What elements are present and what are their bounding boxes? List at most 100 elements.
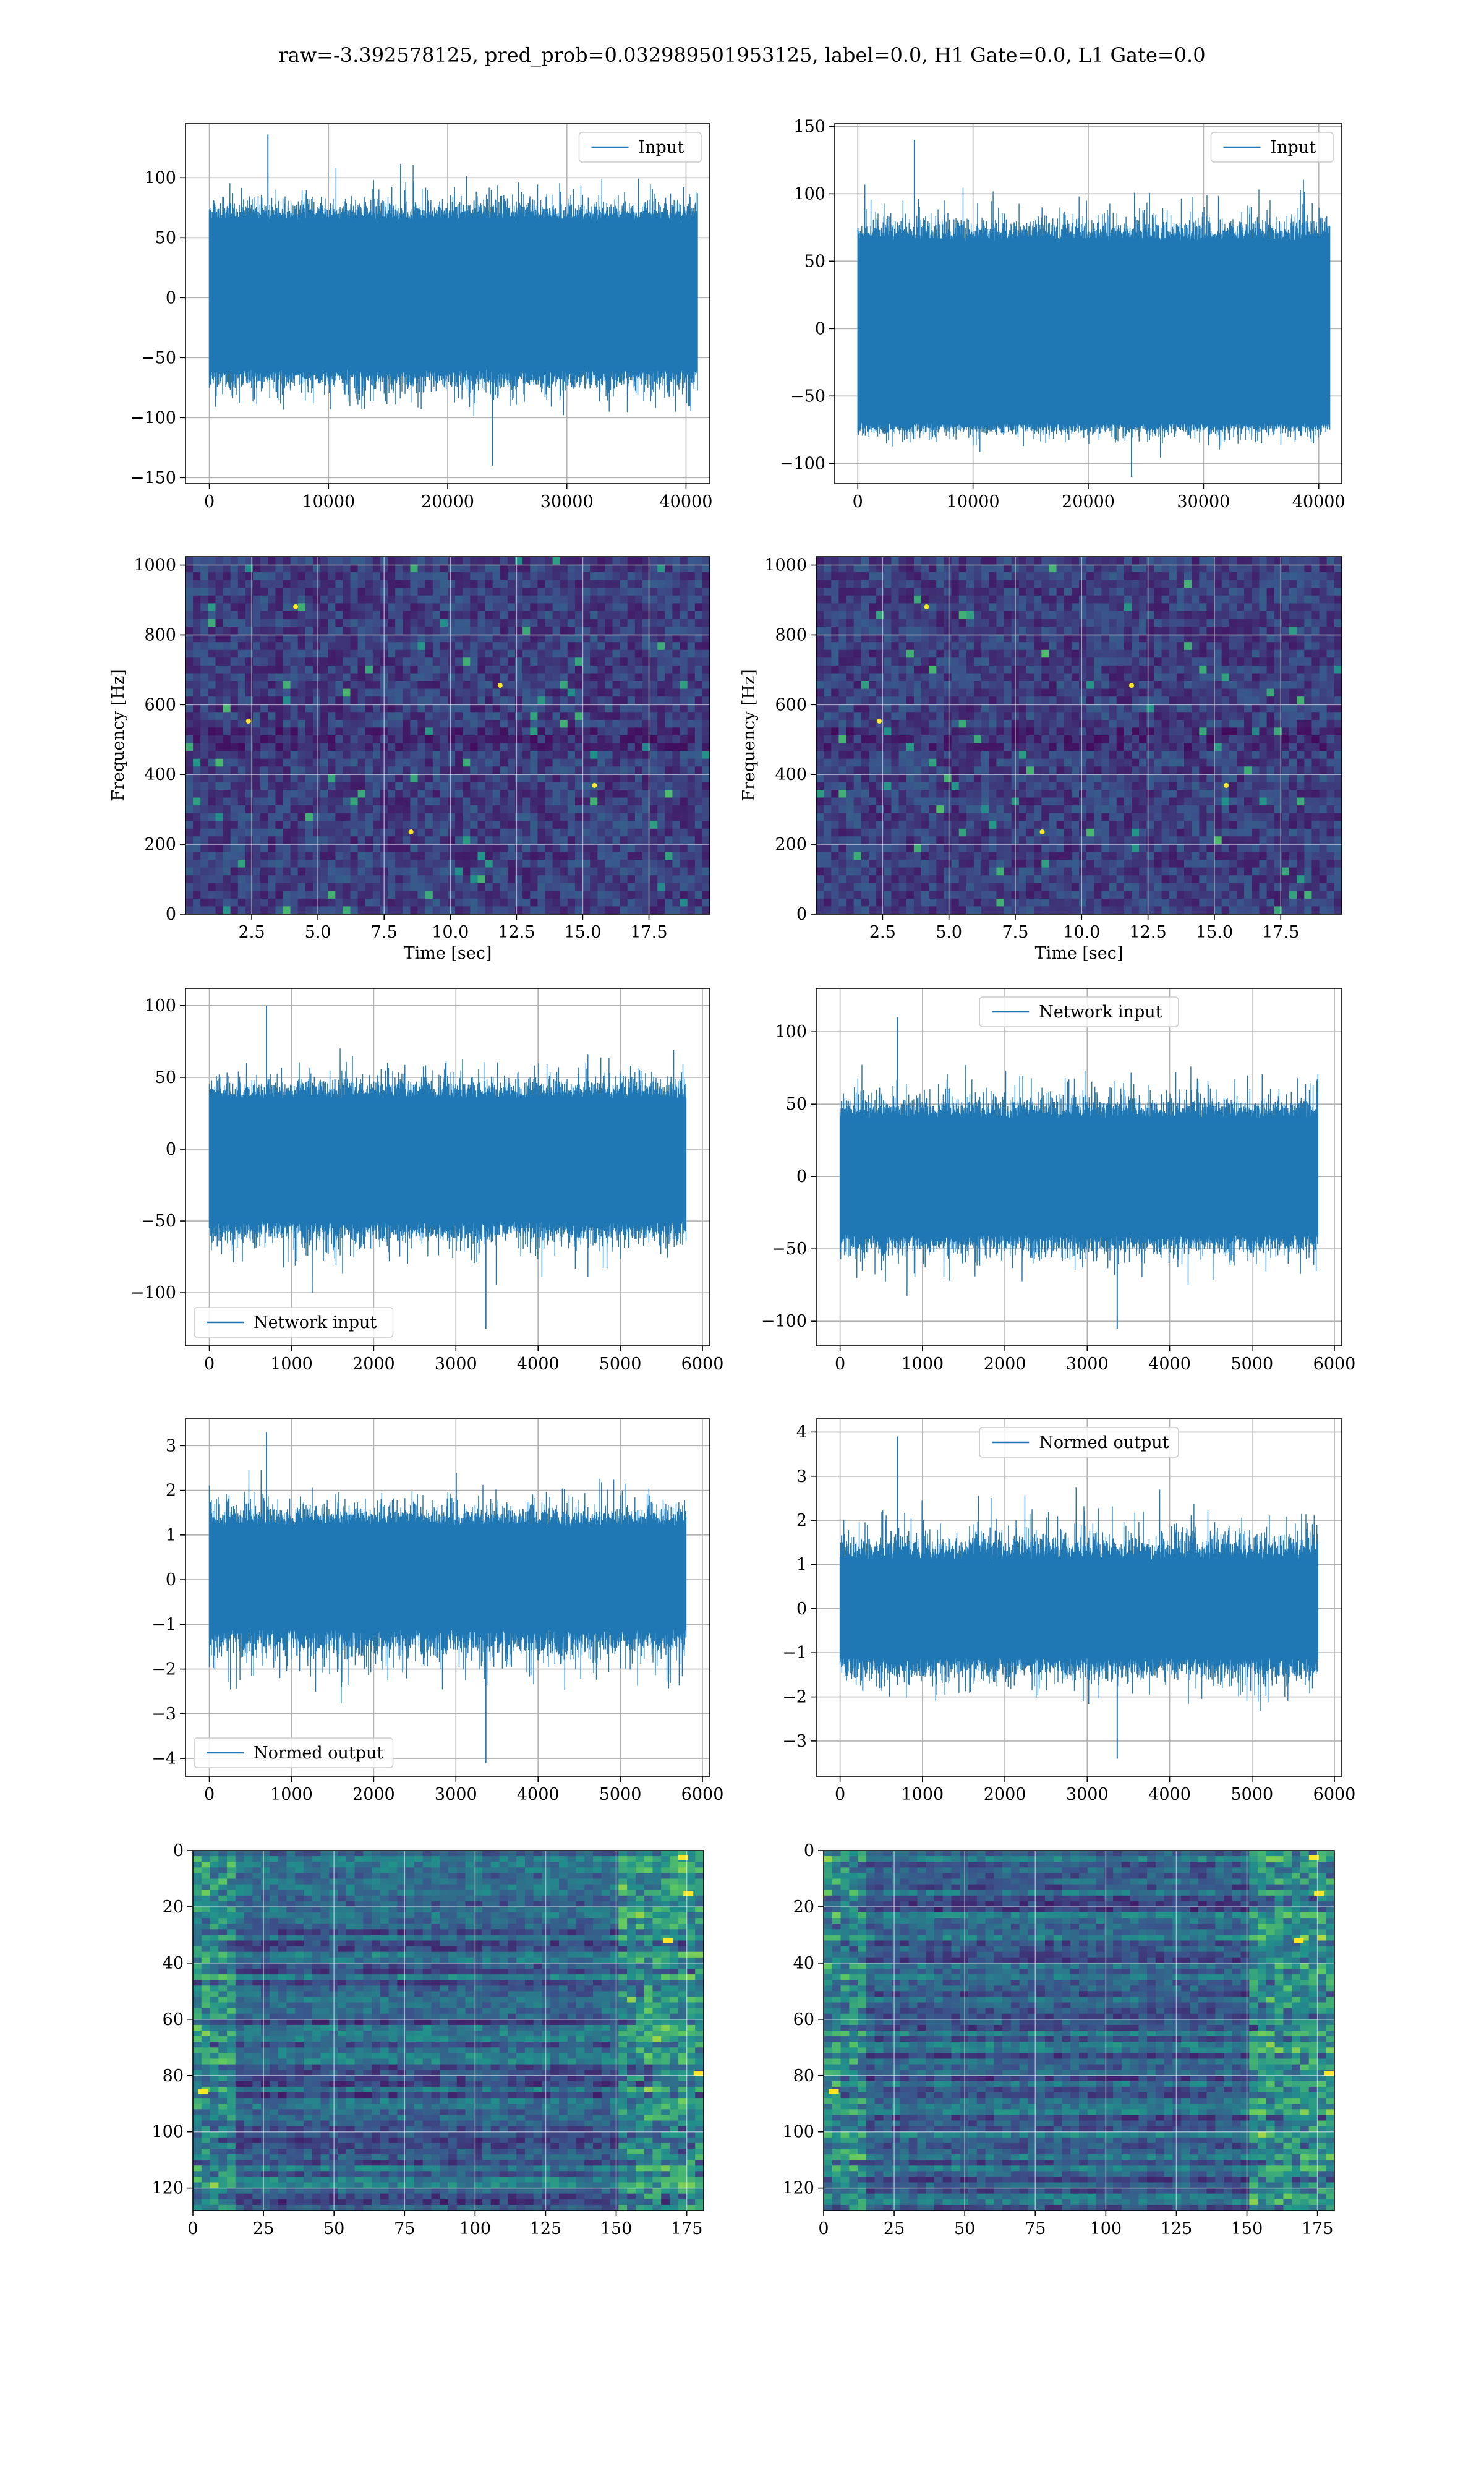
x-tick-label: 175: [671, 2219, 703, 2238]
y-tick-label: 20: [163, 1898, 184, 1917]
h1-feature-map-axes-frame: [192, 1850, 704, 2211]
x-tick-label: 15.0: [1196, 923, 1233, 942]
l1-input-series-band: [858, 241, 1330, 423]
y-tick-label: 400: [775, 765, 807, 784]
bright-pixel: [408, 829, 414, 835]
x-tick-label: 2000: [352, 1785, 395, 1804]
h1-network-input-axes-frame: [185, 988, 710, 1346]
x-tick-label: 0: [835, 1785, 845, 1804]
bright-pixel: [1314, 1891, 1324, 1896]
l1-input-legend: Input: [1210, 132, 1334, 163]
y-tick-label: −100: [130, 408, 176, 427]
y-tick-label: −3: [782, 1732, 807, 1751]
y-tick-label: 0: [166, 288, 176, 307]
y-tick-label: −50: [141, 1212, 176, 1231]
l1-feature-map-cells: [824, 1851, 1334, 2211]
y-tick-label: 600: [775, 695, 807, 714]
x-tick-label: 30000: [540, 492, 594, 511]
y-tick-label: 0: [166, 1570, 176, 1590]
x-tick-label: 3000: [1066, 1785, 1109, 1804]
legend-label: Normed output: [254, 1744, 383, 1763]
x-tick-label: 10.0: [1063, 923, 1100, 942]
h1-spectrogram-axes-frame: [185, 556, 710, 915]
x-tick-label: 0: [187, 2219, 198, 2238]
x-tick-label: 20000: [421, 492, 474, 511]
y-tick-label: 0: [166, 905, 176, 924]
y-tick-label: −1: [151, 1615, 176, 1634]
l1-normed-output-axes-frame: [816, 1418, 1342, 1777]
x-tick-label: 5.0: [936, 923, 962, 942]
bright-pixel: [877, 718, 882, 724]
x-tick-label: 5.0: [305, 923, 331, 942]
x-tick-label: 25: [253, 2219, 274, 2238]
h1-input-panel: 0 10000 20000 30000 40000 −150 −100 −50 0 50 100 In…: [130, 123, 712, 511]
x-tick-label: 7.5: [371, 923, 398, 942]
y-tick-label: 600: [144, 695, 176, 714]
y-tick-label: 0: [804, 1841, 814, 1860]
l1-network-input-series-band: [840, 1118, 1318, 1235]
y-tick-label: −100: [761, 1312, 807, 1331]
y-tick-label: 100: [151, 2123, 184, 2142]
legend-label: Network input: [1039, 1003, 1162, 1022]
y-tick-label: −2: [782, 1688, 807, 1707]
l1-network-input-axes-frame: [816, 988, 1342, 1346]
y-tick-label: 800: [775, 625, 807, 644]
bright-pixel: [1294, 1938, 1304, 1943]
x-tick-label: 50: [954, 2219, 975, 2238]
legend-label: Input: [1271, 138, 1316, 157]
x-tick-label: 17.5: [630, 923, 667, 942]
l1-spectrogram-y-axis-label: Frequency [Hz]: [740, 669, 759, 801]
x-tick-label: 0: [835, 1355, 845, 1374]
y-tick-label: 100: [144, 996, 176, 1016]
y-tick-label: 50: [155, 228, 176, 247]
l1-input-plot-area: [835, 124, 1342, 484]
x-tick-label: 12.5: [498, 923, 535, 942]
x-tick-label: 17.5: [1262, 923, 1299, 942]
bright-pixel: [1308, 1855, 1319, 1860]
x-tick-label: 20000: [1062, 492, 1115, 511]
h1-normed-output-legend: Normed output: [194, 1737, 394, 1768]
y-tick-label: −50: [772, 1239, 807, 1259]
y-tick-label: 0: [166, 1140, 176, 1159]
bright-pixel: [678, 1855, 688, 1860]
x-tick-label: 7.5: [1002, 923, 1028, 942]
y-tick-label: 1000: [764, 556, 807, 575]
y-tick-label: 50: [155, 1068, 176, 1087]
h1-spectrogram-plot-area: [186, 557, 710, 914]
x-tick-label: 1000: [902, 1355, 944, 1374]
l1-network-input-legend: Network input: [979, 996, 1179, 1027]
y-tick-label: 120: [151, 2179, 184, 2198]
legend-label: Network input: [254, 1313, 377, 1332]
x-tick-label: 1000: [270, 1785, 313, 1804]
x-tick-label: 6000: [1313, 1785, 1356, 1804]
x-tick-label: 25: [884, 2219, 905, 2238]
x-tick-label: 1000: [270, 1355, 313, 1374]
x-tick-label: 0: [204, 1785, 215, 1804]
y-tick-label: 0: [796, 905, 807, 924]
l1-normed-output-legend: Normed output: [979, 1427, 1179, 1458]
y-tick-label: −100: [130, 1283, 176, 1303]
l1-spectrogram-axes-frame: [816, 556, 1342, 915]
x-tick-label: 75: [394, 2219, 415, 2238]
legend-label: Normed output: [1039, 1433, 1169, 1452]
h1-feature-map-panel: 0 25 50 75 100 125 150 175 0 20 40 60 80 100 120: [151, 1841, 704, 2238]
h1-normed-output-axes-frame: [185, 1418, 710, 1777]
bright-pixel: [683, 1891, 694, 1896]
x-tick-label: 4000: [1148, 1785, 1191, 1804]
y-tick-label: 0: [796, 1167, 807, 1186]
bright-pixel: [1224, 782, 1229, 788]
y-tick-label: −4: [151, 1749, 176, 1768]
l1-spectrogram-panel: 2.5 5.0 7.5 10.0 12.5 15.0 17.5 0 200 400 600 800 10…: [740, 556, 1342, 963]
h1-network-input-legend: Network input: [194, 1307, 394, 1338]
y-tick-label: 50: [804, 252, 825, 271]
y-tick-label: 2: [796, 1511, 807, 1530]
h1-normed-output-panel: 0 1000 2000 3000 4000 5000 6000 −4 −3 −2 −1 0 1 2 3 Nor…: [151, 1418, 723, 1804]
y-tick-label: 60: [793, 2010, 814, 2029]
y-tick-label: 0: [173, 1841, 184, 1860]
h1-spectrogram-x-axis-label: Time [sec]: [404, 944, 492, 963]
y-tick-label: −1: [782, 1643, 807, 1663]
x-tick-label: 125: [530, 2219, 562, 2238]
x-tick-label: 10.0: [432, 923, 469, 942]
h1-input-legend: Input: [578, 132, 702, 163]
